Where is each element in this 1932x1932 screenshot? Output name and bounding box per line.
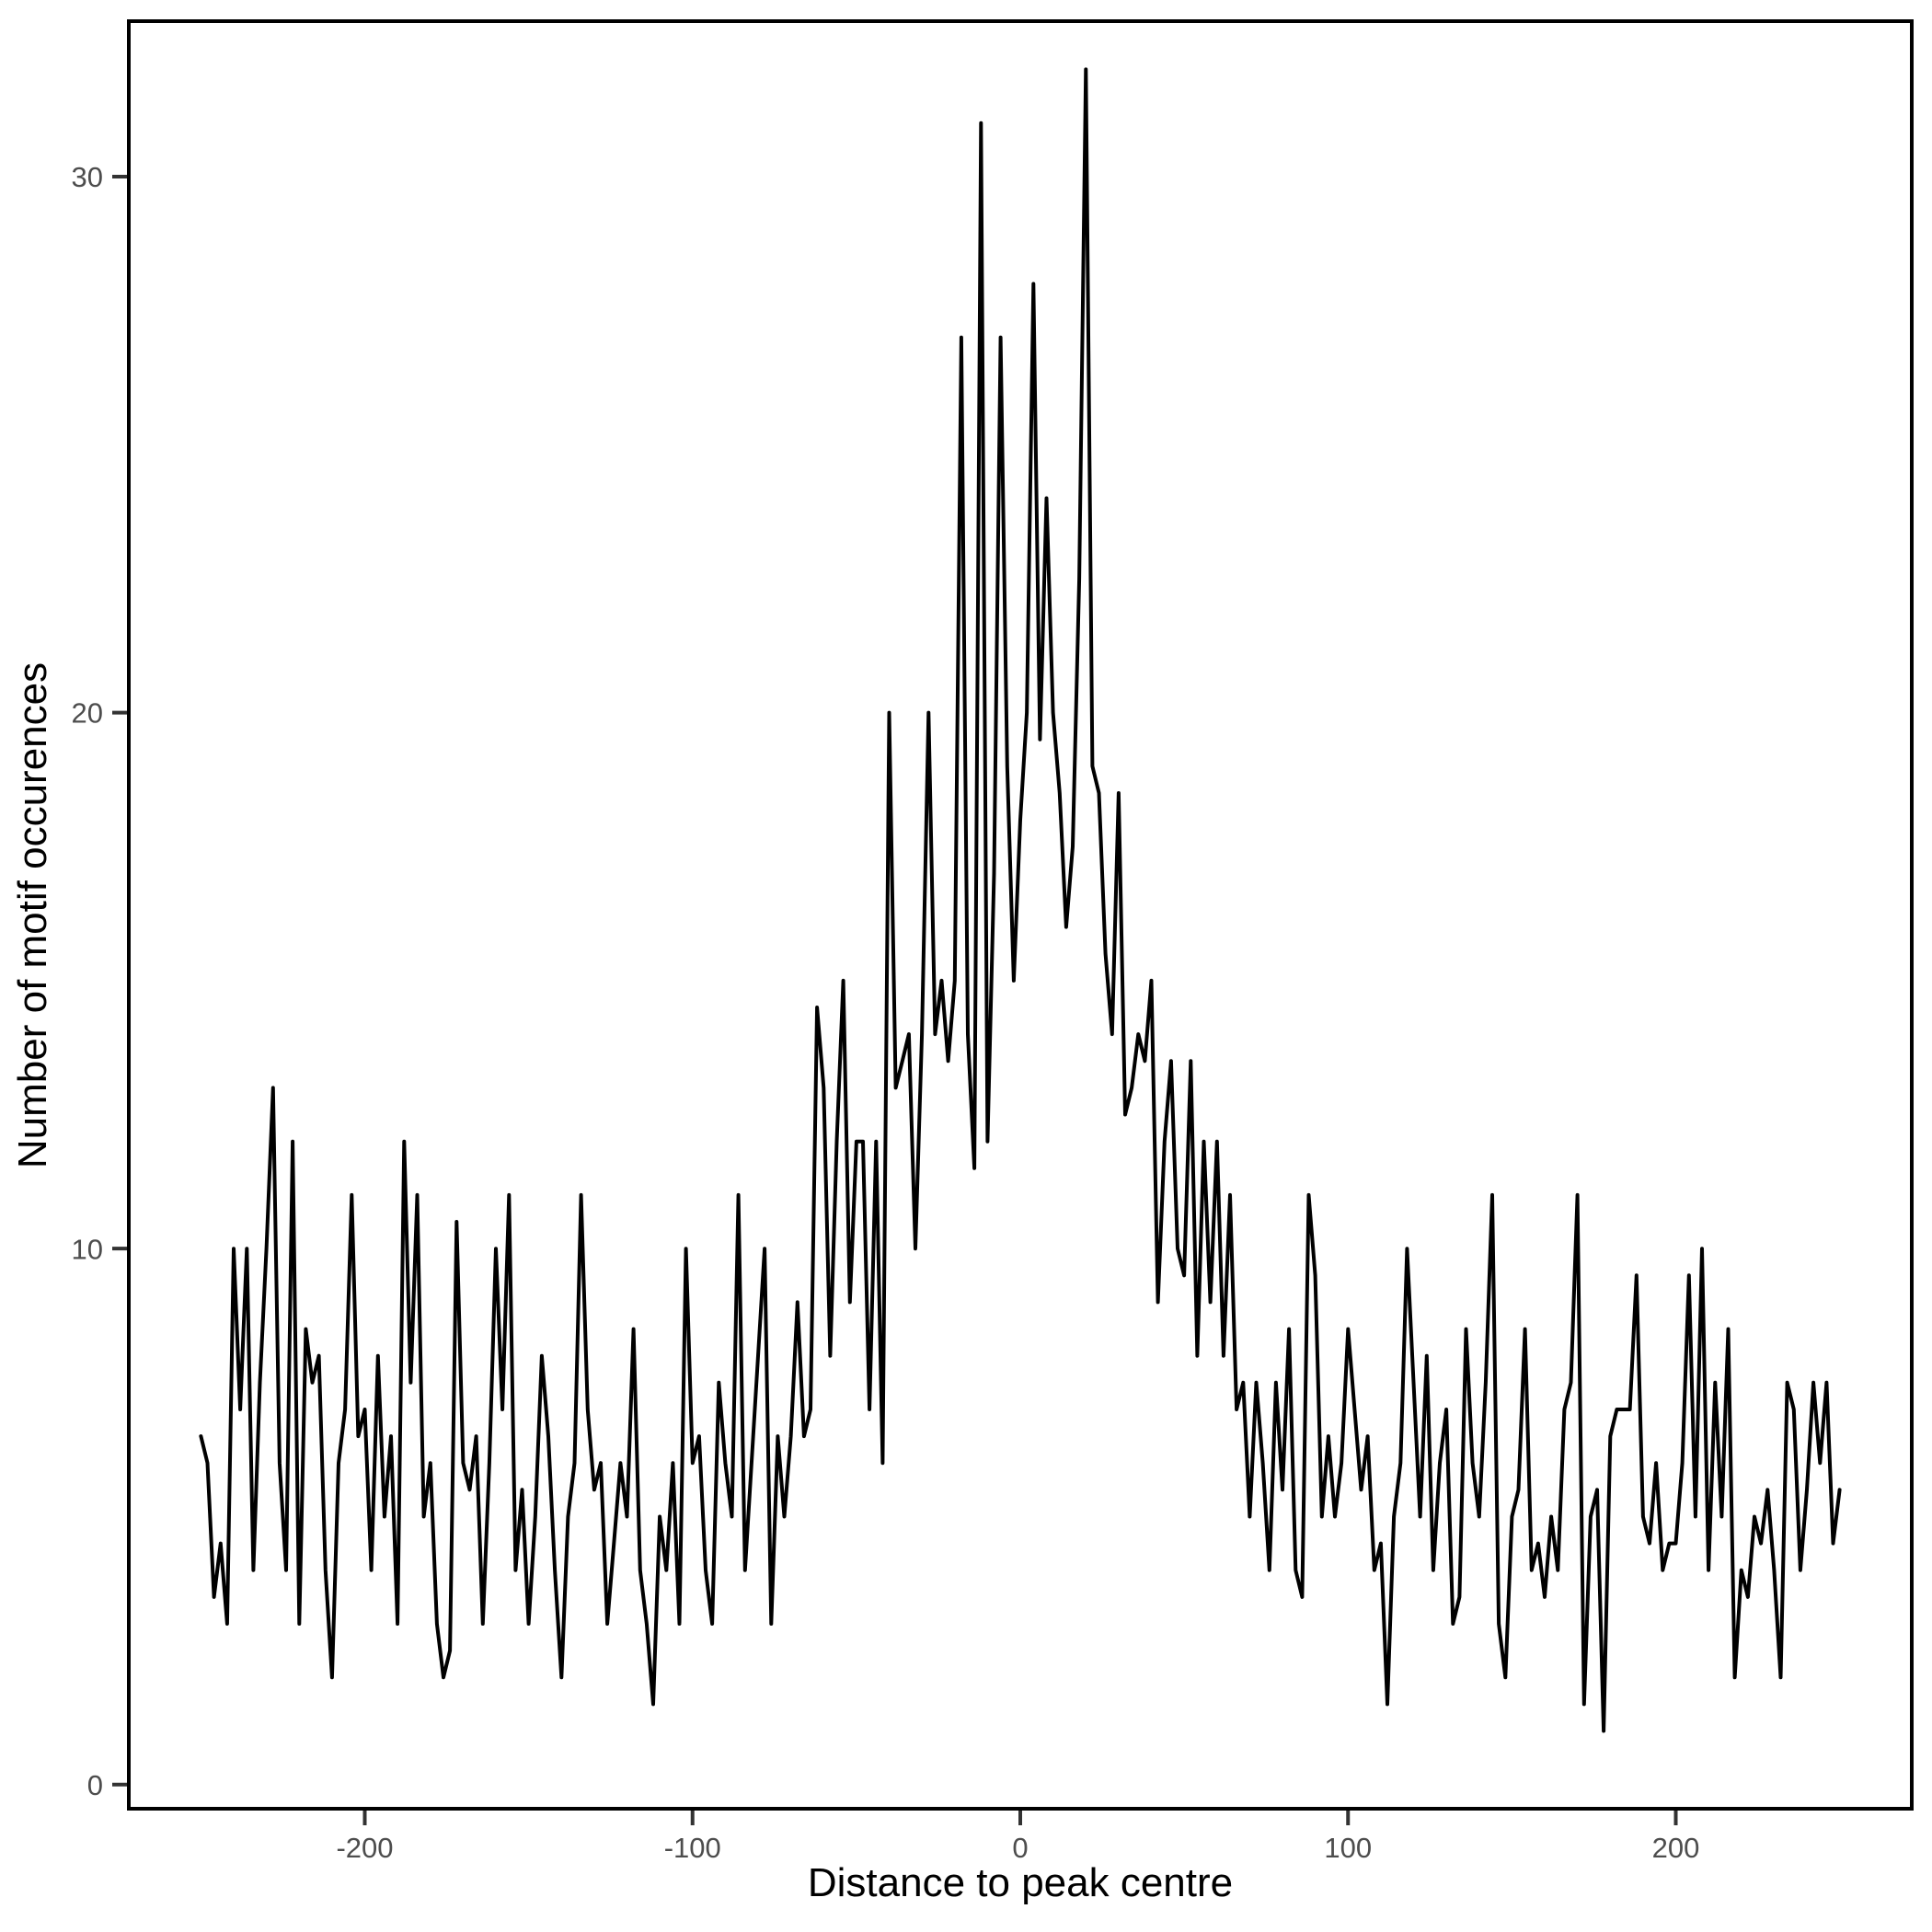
y-tick-label: 30 (72, 161, 103, 193)
x-tick-label: -200 (336, 1832, 393, 1864)
y-tick-label: 10 (72, 1233, 103, 1265)
x-tick-label: 200 (1652, 1832, 1700, 1864)
data-line (199, 67, 1842, 1733)
y-axis-title: Number of motif occurences (10, 661, 55, 1169)
x-tick-label: 100 (1324, 1832, 1372, 1864)
x-tick-label: -100 (664, 1832, 721, 1864)
y-tick-label: 20 (72, 697, 103, 730)
panel-border (127, 19, 1914, 1811)
x-axis-title: Distance to peak centre (807, 1860, 1234, 1905)
y-tick-label: 0 (87, 1769, 103, 1801)
x-tick-label: 0 (1012, 1832, 1028, 1864)
